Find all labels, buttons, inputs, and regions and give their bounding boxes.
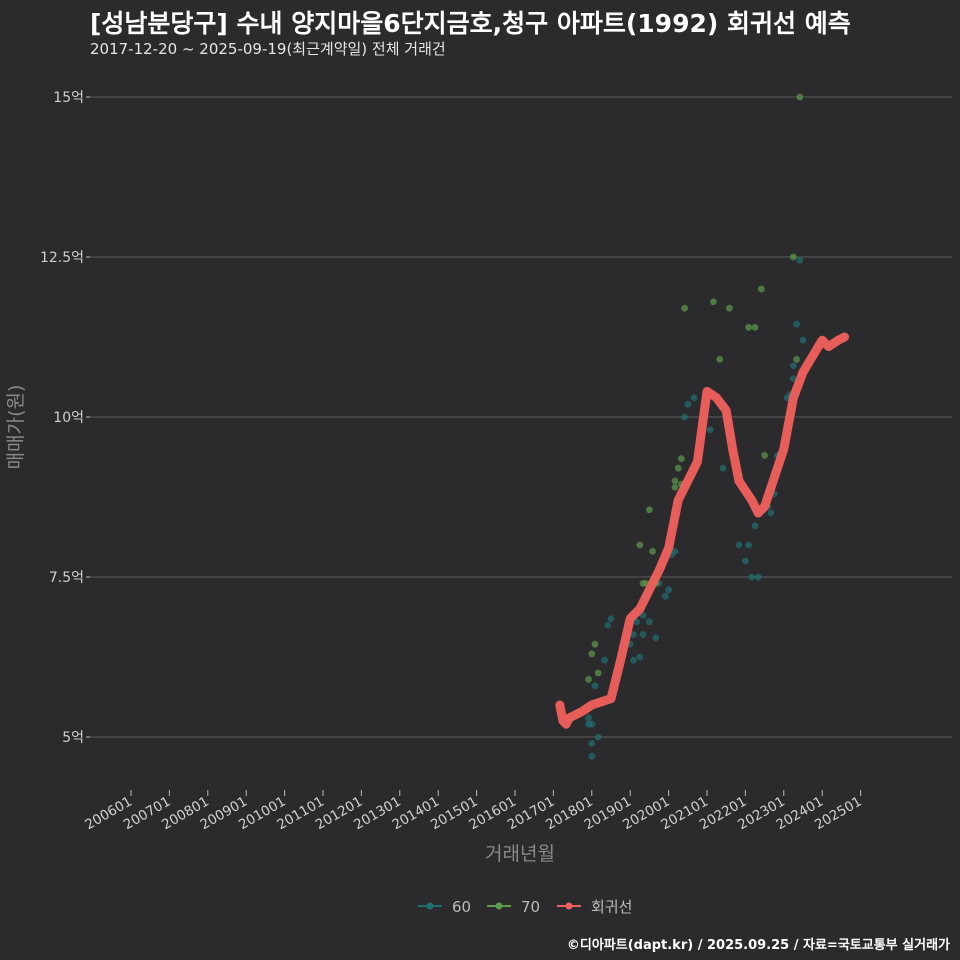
x-axis: 2006012007012008012009012010012011012012… [82, 790, 865, 833]
regression-line-group [555, 332, 850, 729]
series-70 [585, 93, 804, 683]
legend-marker-0 [426, 902, 434, 910]
legend-label-0: 60 [452, 898, 471, 916]
data-point-60 [652, 634, 660, 642]
data-point-60 [793, 320, 800, 328]
legend: 60 70 회귀선 [418, 898, 632, 916]
data-point-60 [790, 362, 797, 370]
chart-title: [성남분당구] 수내 양지마을6단지금호,청구 아파트(1992) 회귀선 예측 [90, 9, 851, 38]
data-point-70 [790, 253, 797, 261]
data-point-70 [716, 356, 724, 363]
y-tick-label: 7.5억 [49, 570, 84, 586]
data-point-70 [649, 548, 656, 555]
data-point-60 [684, 400, 692, 408]
data-point-60 [735, 541, 743, 549]
data-point-60 [604, 621, 612, 629]
data-point-60 [754, 573, 762, 581]
data-point-60 [690, 394, 698, 402]
data-point-60 [681, 413, 688, 421]
data-point-60 [751, 522, 759, 530]
data-point-60 [588, 752, 596, 760]
y-axis: 5억 7.5억 10억 12.5억 15억 [40, 90, 90, 746]
data-point-70 [594, 669, 602, 677]
data-point-70 [745, 324, 752, 331]
data-point-70 [671, 477, 679, 485]
data-point-60 [630, 656, 637, 664]
data-point-70 [671, 484, 679, 491]
data-point-70 [681, 304, 688, 312]
data-point-60 [588, 740, 596, 747]
data-point-70 [726, 304, 733, 312]
data-point-70 [796, 93, 804, 101]
source-caption: ©디아파트(dapt.kr) / 2025.09.25 / 자료=국토교통부 실… [566, 938, 950, 953]
y-tick-label: 12.5억 [40, 250, 84, 266]
data-point-60 [591, 682, 599, 690]
data-point-70 [674, 464, 682, 472]
data-point-60 [799, 336, 807, 344]
data-point-60 [748, 573, 756, 581]
legend-label-2: 회귀선 [591, 898, 632, 916]
data-point-60 [742, 557, 749, 565]
data-point-60 [671, 548, 679, 555]
data-point-60 [646, 618, 653, 626]
data-point-60 [662, 592, 669, 600]
data-point-60 [630, 631, 637, 638]
data-point-70 [710, 298, 717, 306]
y-tick-label: 15억 [53, 90, 84, 106]
x-axis-title: 거래년월 [485, 843, 555, 865]
data-point-60 [585, 714, 592, 722]
regression-line [555, 332, 850, 729]
legend-marker-2 [565, 902, 573, 910]
data-point-70 [588, 650, 596, 658]
data-point-70 [646, 506, 653, 514]
data-point-60 [745, 541, 752, 549]
legend-marker-1 [495, 902, 503, 910]
data-point-60 [639, 631, 647, 638]
series-60 [585, 256, 807, 760]
data-point-70 [636, 541, 644, 549]
data-point-70 [758, 285, 765, 293]
data-point-60 [636, 653, 644, 661]
data-point-60 [594, 733, 602, 741]
y-tick-label: 5억 [62, 730, 84, 746]
data-point-60 [796, 256, 804, 264]
grid-lines [90, 96, 952, 738]
data-point-60 [790, 375, 797, 382]
data-point-60 [706, 426, 714, 434]
data-point-70 [761, 452, 768, 459]
data-point-60 [601, 656, 608, 664]
data-point-60 [665, 586, 672, 594]
data-point-60 [588, 720, 596, 728]
data-point-60 [719, 464, 727, 472]
data-point-60 [767, 509, 775, 517]
y-tick-label: 10억 [53, 410, 84, 426]
data-point-70 [751, 324, 759, 331]
chart-subtitle: 2017-12-20 ~ 2025-09-19(최근계약일) 전체 거래건 [90, 40, 446, 58]
legend-label-1: 70 [521, 898, 540, 916]
y-axis-title: 매매가(원) [5, 385, 27, 470]
data-point-70 [585, 676, 592, 683]
data-point-70 [793, 356, 800, 363]
data-point-70 [591, 640, 599, 648]
data-point-70 [678, 455, 685, 462]
data-point-60 [607, 615, 615, 622]
